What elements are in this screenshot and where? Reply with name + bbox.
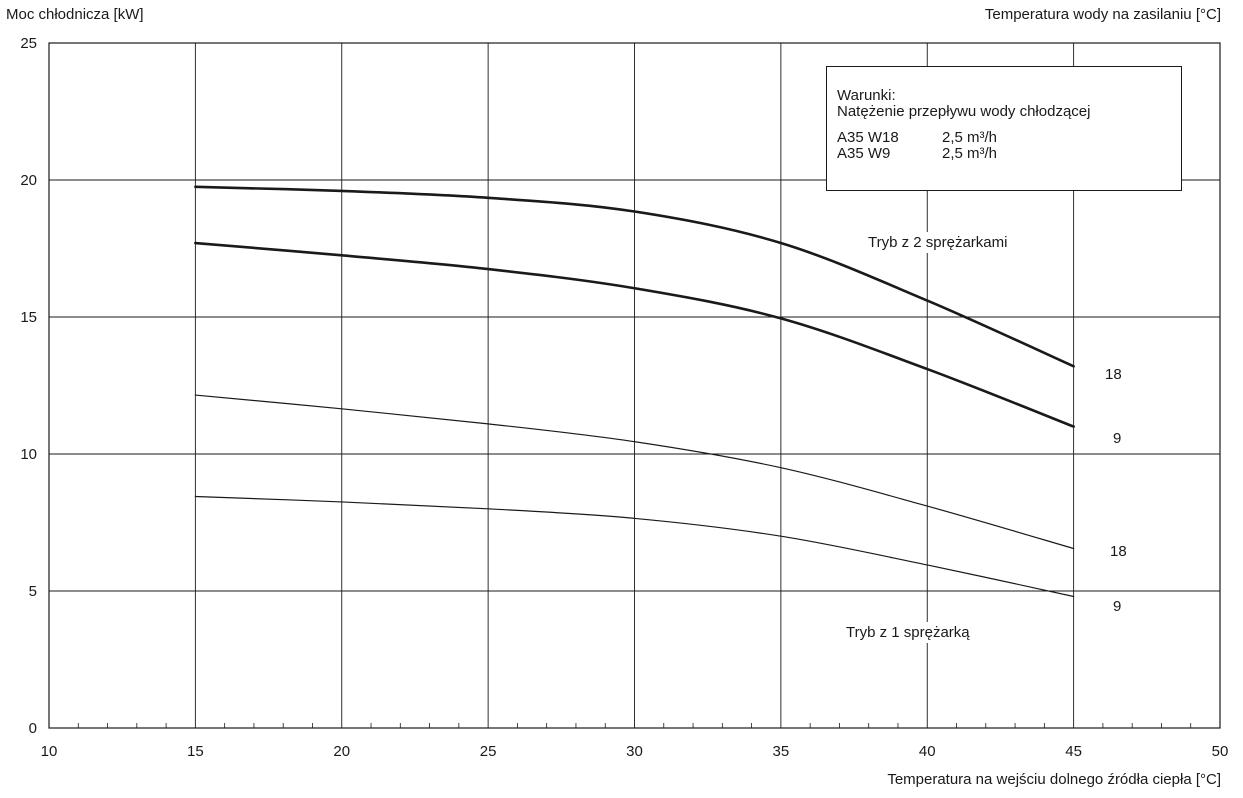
x-tick-label: 45 [1065, 743, 1082, 760]
conditions-row: A35 W9 2,5 m³/h [837, 146, 1181, 162]
conditions-box: Warunki: Natężenie przepływu wody chłodz… [826, 66, 1182, 191]
plot-frame [48, 42, 1221, 729]
x-tick-label: 10 [41, 743, 58, 760]
annotation-mode1: Tryb z 1 sprężarką [846, 622, 970, 643]
conditions-row: A35 W18 2,5 m³/h [837, 130, 1181, 146]
y-tick-label: 5 [29, 583, 37, 600]
series-line [194, 241, 1075, 428]
x-tick-label: 15 [187, 743, 204, 760]
conditions-subtitle: Natężenie przepływu wody chłodzącej [837, 103, 1091, 120]
series-label-2-18: 18 [1105, 366, 1122, 383]
series-label-1-9: 9 [1113, 598, 1122, 615]
y-tick-label: 0 [29, 720, 37, 737]
x-axis-title: Temperatura na wejściu dolnego źródła ci… [887, 771, 1221, 788]
series-line [194, 495, 1075, 598]
legend-axis-title: Temperatura wody na zasilaniu [°C] [984, 6, 1221, 23]
y-tick-label: 15 [20, 309, 37, 326]
series-line [194, 394, 1075, 550]
x-tick-label: 40 [919, 743, 936, 760]
y-tick-label: 20 [20, 172, 37, 189]
x-tick-label: 50 [1212, 743, 1229, 760]
conditions-row-label: A35 W9 [837, 145, 891, 162]
y-tick-label: 10 [20, 446, 37, 463]
conditions-row-value: 2,5 m³/h [942, 129, 998, 146]
annotation-mode2: Tryb z 2 sprężarkami [868, 232, 1008, 253]
conditions-title: Warunki: [837, 87, 896, 104]
x-tick-label: 20 [333, 743, 350, 760]
conditions-row-label: A35 W18 [837, 129, 899, 146]
x-tick-label: 35 [773, 743, 790, 760]
series-label-1-18: 18 [1110, 543, 1127, 560]
axes [48, 42, 1221, 729]
series-lines [194, 185, 1075, 598]
minor-ticks [77, 723, 1192, 728]
tick-labels: 10 15 20 25 30 35 40 45 50 0 5 10 15 20 25 [20, 35, 1228, 760]
y-axis-title: Moc chłodnicza [kW] [6, 6, 144, 23]
x-tick-label: 25 [480, 743, 497, 760]
series-label-2-9: 9 [1113, 430, 1122, 447]
x-tick-label: 30 [626, 743, 643, 760]
series-line [194, 185, 1075, 368]
conditions-row-value: 2,5 m³/h [942, 145, 998, 162]
y-tick-label: 25 [20, 35, 37, 52]
